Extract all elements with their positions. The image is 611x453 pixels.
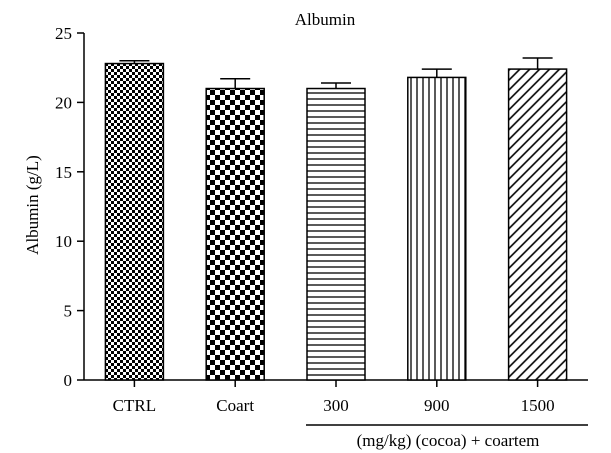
x-tick-label: 1500	[521, 396, 555, 415]
x-tick-label: 900	[424, 396, 450, 415]
x-tick-label: Coart	[216, 396, 254, 415]
group-label: (mg/kg) (cocoa) + coartem	[357, 431, 540, 450]
y-axis-title: Albumin (g/L)	[23, 155, 42, 255]
y-tick-label: 20	[55, 93, 72, 112]
x-axis-labels: CTRL Coart 300 900 1500	[113, 380, 555, 415]
bar-1500	[507, 68, 568, 381]
y-tick-label: 0	[64, 371, 73, 390]
bar-900	[407, 76, 467, 381]
y-axis-ticks: 0 5 10 15 20 25	[55, 24, 84, 390]
bar-ctrl	[104, 62, 165, 381]
y-tick-label: 10	[55, 232, 72, 251]
bars-group	[104, 57, 568, 381]
y-tick-label: 5	[64, 302, 73, 321]
y-tick-label: 15	[55, 163, 72, 182]
x-tick-label: CTRL	[113, 396, 156, 415]
bar-300	[306, 87, 366, 381]
y-tick-label: 25	[55, 24, 72, 43]
chart-title: Albumin	[295, 10, 356, 29]
x-tick-label: 300	[323, 396, 349, 415]
bar-coart	[205, 87, 265, 381]
